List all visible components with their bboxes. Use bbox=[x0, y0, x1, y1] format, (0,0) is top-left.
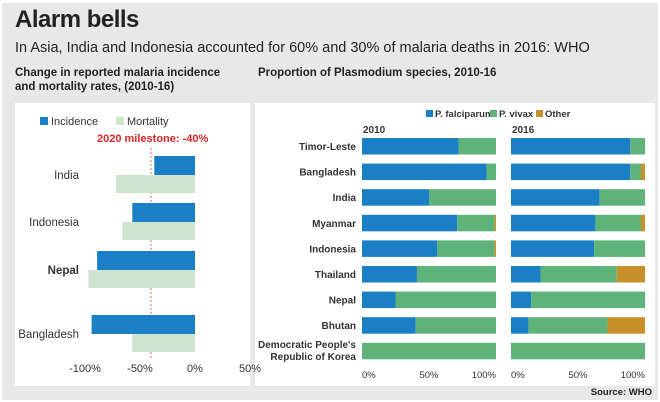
bar-2016-0-3 bbox=[511, 214, 596, 232]
bar-mortality-indonesia bbox=[122, 222, 195, 240]
category-label: Bangladesh bbox=[299, 168, 356, 179]
category-label-india: India bbox=[54, 170, 80, 182]
bar-mortality-india bbox=[115, 175, 195, 193]
bar-2016-1-2 bbox=[599, 189, 645, 206]
bar-2016-1-3 bbox=[595, 214, 641, 232]
category-label-indonesia: Indonesia bbox=[29, 217, 79, 229]
legend-label: P. vivax bbox=[499, 109, 534, 120]
left-chart-title: Change in reported malaria incidence and… bbox=[15, 66, 220, 94]
x-tick-label: -100% bbox=[69, 363, 101, 375]
category-label: Indonesia bbox=[309, 244, 356, 255]
legend-swatch-mortality bbox=[116, 117, 124, 125]
bar-mortality-bangladesh bbox=[132, 334, 195, 352]
x-tick-label-2016: 0% bbox=[511, 370, 525, 381]
bar-2010-1-6 bbox=[395, 291, 496, 309]
category-label-line: Democratic People's bbox=[258, 340, 356, 351]
x-tick-label: 0% bbox=[187, 363, 203, 375]
x-tick-label-2016: 100% bbox=[621, 370, 646, 381]
bar-2016-1-7 bbox=[528, 317, 608, 334]
category-label: Thailand bbox=[315, 270, 356, 281]
bar-2010-0-0 bbox=[362, 138, 459, 155]
category-label: Nepal bbox=[329, 296, 356, 307]
legend-label: Other bbox=[545, 109, 571, 120]
bar-2016-1-8 bbox=[511, 342, 645, 360]
bar-2010-0-3 bbox=[362, 214, 458, 232]
left-chart-title-line2: and mortality rates, (2010-16) bbox=[15, 81, 175, 93]
category-label: Myanmar bbox=[312, 219, 356, 230]
x-tick-label-2016: 50% bbox=[568, 370, 588, 381]
bar-2010-0-7 bbox=[362, 317, 416, 334]
bar-2010-1-4 bbox=[437, 240, 495, 257]
bar-2010-1-0 bbox=[458, 138, 496, 155]
bar-2016-1-1 bbox=[630, 163, 641, 181]
bar-2010-2-3 bbox=[494, 214, 496, 232]
bar-2016-1-6 bbox=[531, 291, 645, 309]
bar-2016-1-4 bbox=[594, 240, 645, 257]
bar-2016-0-6 bbox=[511, 291, 532, 309]
bar-2016-2-7 bbox=[607, 317, 645, 334]
x-tick-label-2010: 100% bbox=[472, 370, 497, 381]
category-label: India bbox=[333, 193, 357, 204]
x-tick-label: -50% bbox=[127, 363, 153, 375]
legend-label: P. falciparum bbox=[435, 109, 493, 120]
bar-2010-0-5 bbox=[362, 266, 417, 283]
bar-2016-0-5 bbox=[511, 266, 541, 283]
milestone-label: 2020 milestone: -40% bbox=[97, 133, 208, 145]
bar-incidence-nepal bbox=[97, 251, 195, 270]
bar-2016-1-0 bbox=[630, 138, 645, 155]
left-chart-title-line1: Change in reported malaria incidence bbox=[15, 67, 221, 79]
bar-2016-0-7 bbox=[511, 317, 529, 334]
bar-2016-0-1 bbox=[511, 163, 631, 181]
bar-2016-2-5 bbox=[616, 266, 645, 283]
category-label-nepal: Nepal bbox=[48, 265, 79, 277]
bar-2010-1-2 bbox=[429, 189, 496, 206]
bar-2016-0-2 bbox=[511, 189, 600, 206]
bar-2016-0-0 bbox=[511, 138, 631, 155]
legend-swatch-2 bbox=[536, 110, 543, 117]
bar-mortality-nepal bbox=[88, 270, 195, 288]
bar-2010-1-3 bbox=[457, 214, 495, 232]
bar-incidence-indonesia bbox=[132, 203, 195, 222]
category-label: Bhutan bbox=[322, 321, 356, 332]
category-label-bangladesh: Bangladesh bbox=[18, 329, 79, 341]
bar-2010-1-7 bbox=[415, 317, 496, 334]
right-chart-title: Proportion of Plasmodium species, 2010-1… bbox=[258, 67, 497, 79]
x-tick-label-2010: 50% bbox=[419, 370, 439, 381]
bar-2010-0-4 bbox=[362, 240, 438, 257]
bar-2010-1-1 bbox=[486, 163, 496, 181]
x-tick-label-2010: 0% bbox=[362, 370, 376, 381]
legend-label-incidence: Incidence bbox=[51, 116, 98, 128]
category-label: Timor-Leste bbox=[299, 142, 356, 153]
bar-2010-0-2 bbox=[362, 189, 429, 206]
legend-swatch-1 bbox=[490, 110, 497, 117]
panel-label-2010: 2010 bbox=[363, 125, 386, 136]
bar-2016-2-3 bbox=[640, 214, 645, 232]
panel-label-2016: 2016 bbox=[512, 125, 535, 136]
category-label-line: Republic of Korea bbox=[270, 352, 356, 363]
bar-2016-0-4 bbox=[511, 240, 595, 257]
bar-2016-1-5 bbox=[540, 266, 617, 283]
bar-2016-2-1 bbox=[640, 163, 645, 181]
legend-label-mortality: Mortality bbox=[127, 116, 169, 128]
source-note: Source: WHO bbox=[590, 387, 652, 398]
bar-2010-1-8 bbox=[362, 342, 496, 360]
bar-2010-0-1 bbox=[362, 163, 487, 181]
bar-2010-0-6 bbox=[362, 291, 396, 309]
bar-incidence-india bbox=[154, 156, 195, 175]
infographic-title: Alarm bells bbox=[15, 6, 139, 33]
legend-swatch-incidence bbox=[40, 117, 48, 125]
bar-2010-2-4 bbox=[494, 240, 496, 257]
bar-incidence-bangladesh bbox=[91, 315, 195, 334]
legend-swatch-0 bbox=[426, 110, 433, 117]
infographic-subtitle: In Asia, India and Indonesia accounted f… bbox=[15, 40, 590, 56]
bar-2010-1-5 bbox=[416, 266, 496, 283]
x-tick-label: 50% bbox=[239, 363, 261, 375]
